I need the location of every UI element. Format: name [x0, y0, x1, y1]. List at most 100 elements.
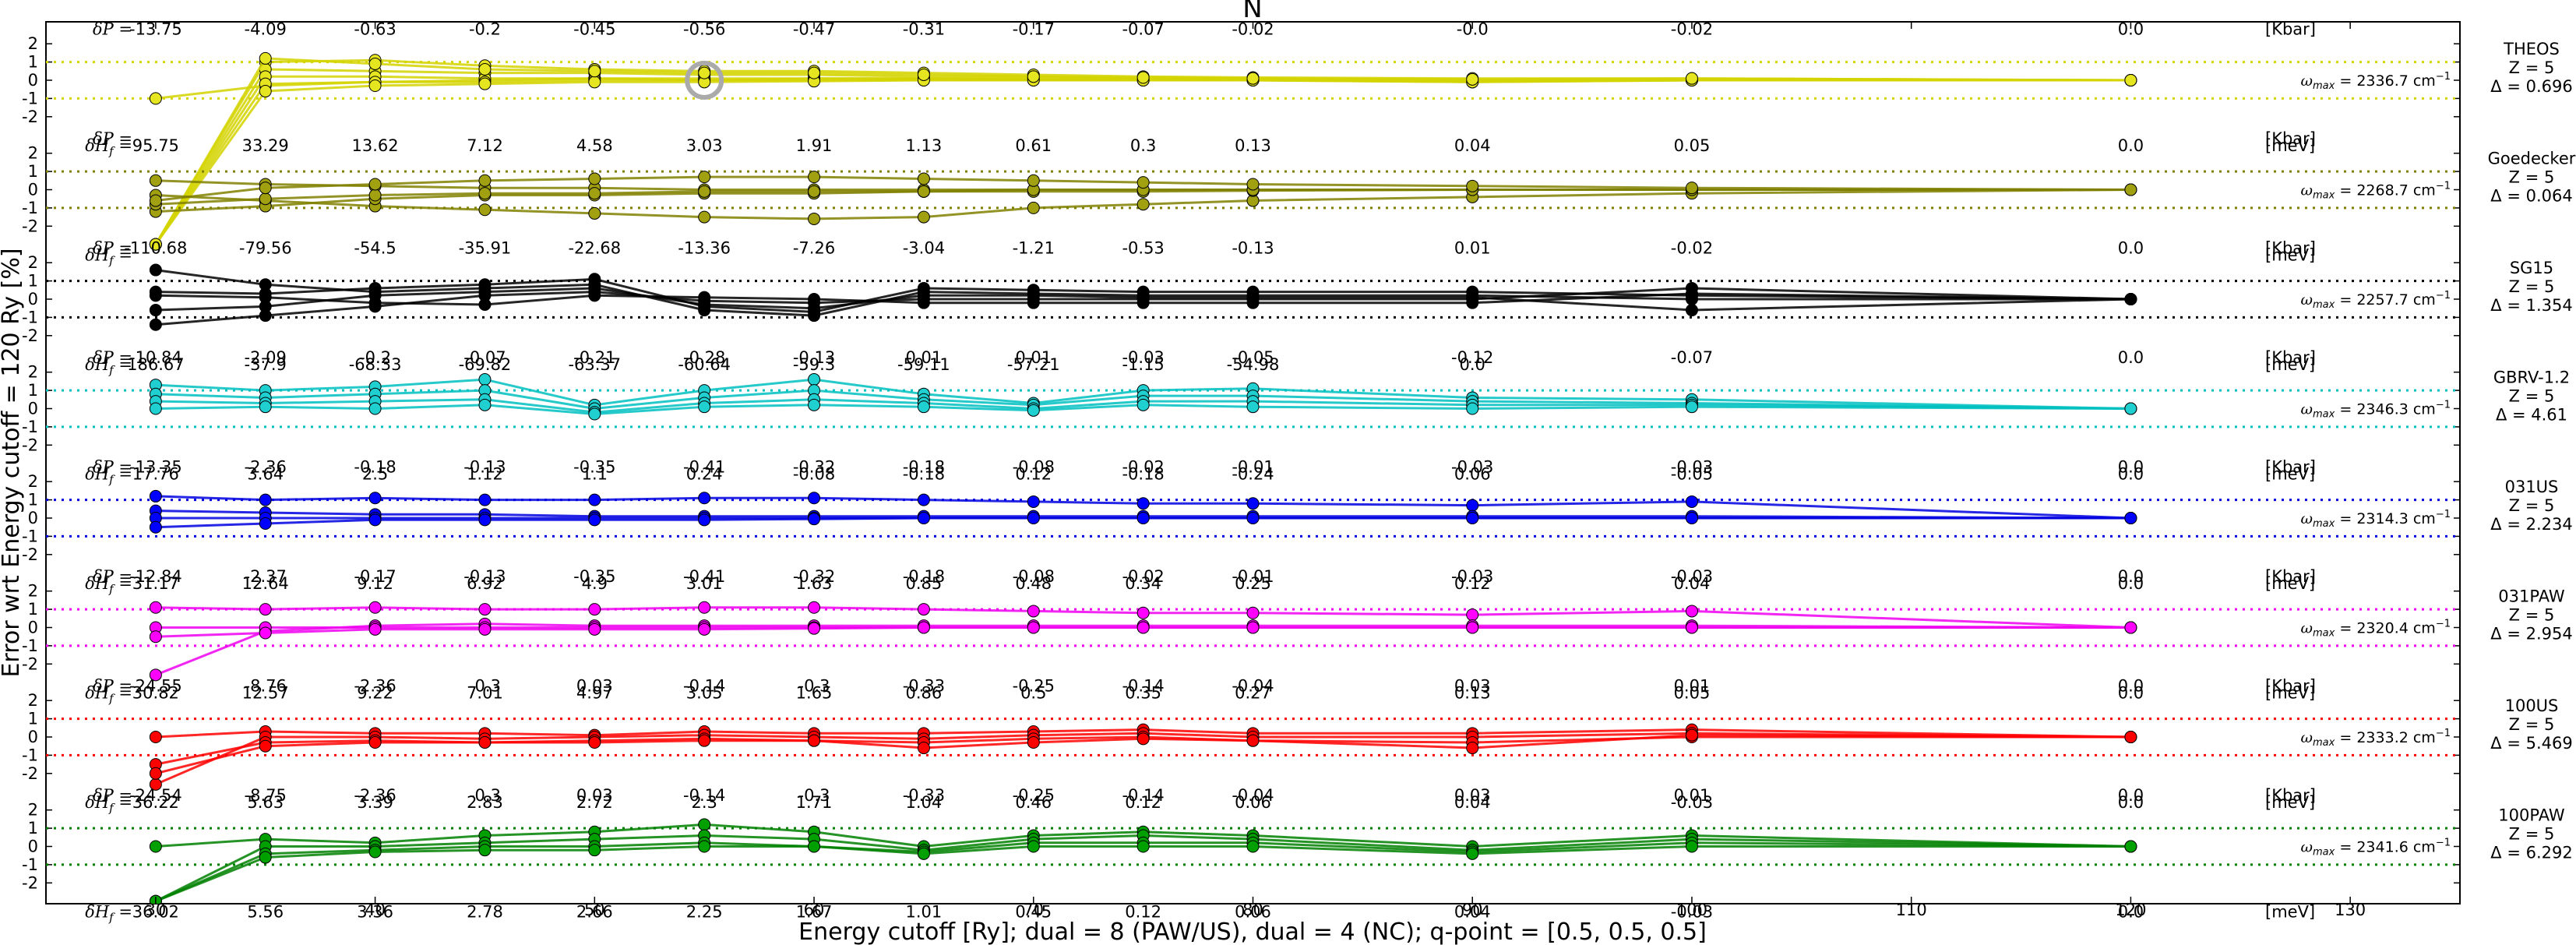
series-line — [155, 735, 2131, 766]
dp-value: -0.14 — [683, 676, 725, 695]
y-tick-label: 2 — [28, 691, 38, 710]
data-point — [1136, 621, 1150, 634]
data-point — [259, 603, 272, 616]
dh-value: 0.86 — [906, 684, 943, 703]
pseudo-name: GBRV-1.2 — [2493, 368, 2570, 387]
data-point — [149, 402, 162, 415]
dh-value: 5.63 — [247, 793, 284, 812]
data-point — [808, 212, 821, 225]
series-group — [149, 723, 2137, 791]
y-tick-label: 2 — [28, 582, 38, 601]
pseudo-delta: Δ = 5.469 — [2490, 734, 2572, 753]
dh-value: 0.85 — [906, 574, 943, 593]
dh-value: 0.12 — [1125, 793, 1161, 812]
dh-unit: [meV] — [2265, 574, 2315, 593]
data-point — [1027, 621, 1040, 634]
pseudo-name: THEOS — [2503, 40, 2560, 58]
dh-value: 0.0 — [1460, 355, 1485, 374]
data-point — [259, 309, 272, 323]
dp-value: -3.04 — [903, 238, 945, 257]
dh-value: 3.39 — [357, 793, 393, 812]
data-point — [1246, 621, 1260, 634]
dp-value: -10.84 — [129, 348, 182, 367]
dh-value: 4.97 — [576, 684, 613, 703]
series-line — [155, 626, 2131, 638]
dh-unit: [meV] — [2265, 136, 2315, 155]
dp-value: -0.25 — [1013, 786, 1055, 805]
omega-max-label: ωmax = 2336.7 cm−1 — [2301, 71, 2451, 92]
dh-value: 0.13 — [1454, 684, 1491, 703]
dh-value: -59.3 — [793, 355, 835, 374]
omega-max-label: ωmax = 2333.2 cm−1 — [2301, 728, 2451, 749]
dp-value: 0.01 — [1454, 238, 1491, 257]
dh-value: 3.05 — [686, 684, 723, 703]
dh-value: 0.3 — [1130, 136, 1156, 155]
data-point — [1027, 70, 1040, 83]
dh-value: 1.71 — [796, 793, 833, 812]
data-point — [588, 172, 601, 185]
data-point — [478, 278, 492, 291]
pseudo-z: Z = 5 — [2509, 168, 2555, 187]
data-point — [478, 493, 492, 506]
dp-value: -0.2 — [359, 348, 391, 367]
x-tick-label: 110 — [1896, 901, 1927, 919]
dp-value: -110.68 — [124, 238, 187, 257]
dh-value: 0.45 — [1015, 903, 1052, 922]
dh-symbol: δHf = — [85, 246, 132, 268]
dp-value: -1.21 — [1013, 238, 1055, 257]
data-point — [1136, 840, 1150, 853]
x-tick-label: 30 — [145, 901, 166, 919]
data-point — [1027, 296, 1040, 309]
dh-value: 0.34 — [1125, 574, 1161, 593]
series-group — [149, 373, 2137, 421]
data-point — [368, 57, 382, 70]
dp-value: -0.03 — [1451, 567, 1493, 586]
dh-value: 0.48 — [1015, 574, 1052, 593]
dh-value: 1.13 — [906, 136, 943, 155]
dh-value: 0.25 — [1235, 574, 1271, 593]
dh-value: 4.58 — [576, 136, 613, 155]
dp-value: -54.5 — [354, 238, 396, 257]
data-point — [808, 601, 821, 614]
pseudo-z: Z = 5 — [2509, 387, 2555, 406]
dh-value: 1.1 — [582, 465, 608, 484]
data-point — [588, 736, 601, 749]
data-point — [1136, 512, 1150, 524]
dp-value: -0.17 — [354, 567, 396, 586]
panels: 210-1-2δP =-13.75 -4.09 -0.63 -0.2 -0.45 -0.5… — [22, 19, 2576, 924]
x-tick-label: 40 — [365, 901, 386, 919]
data-point — [1246, 840, 1260, 853]
dh-value: 17.76 — [132, 465, 179, 484]
dh-value: 7.12 — [467, 136, 503, 155]
pseudo-delta: Δ = 4.61 — [2496, 406, 2567, 425]
dh-value: 2.83 — [467, 793, 503, 812]
data-point — [698, 622, 711, 636]
y-tick-label: -1 — [22, 89, 38, 108]
series-line — [155, 728, 2131, 739]
data-point — [478, 174, 492, 187]
data-point — [808, 293, 821, 305]
dh-value: 0.06 — [1454, 465, 1491, 484]
dh-value: 2.3 — [691, 793, 717, 812]
data-point — [368, 601, 382, 614]
data-point — [368, 79, 382, 93]
dp-symbol: δP = — [93, 348, 132, 367]
y-tick-label: -2 — [22, 654, 38, 673]
dp-value: -0.18 — [354, 457, 396, 476]
data-point — [917, 210, 930, 224]
dp-value: 0.03 — [1454, 786, 1491, 805]
dh-value: 0.0 — [2118, 465, 2144, 484]
data-point — [808, 513, 821, 526]
dh-unit: [meV] — [2265, 355, 2315, 374]
data-point — [1466, 621, 1479, 634]
dh-value: -0.24 — [1232, 465, 1274, 484]
dh-value: 0.06 — [1235, 903, 1271, 922]
data-point — [698, 171, 711, 184]
data-point — [1136, 296, 1150, 309]
series-line — [155, 734, 2131, 775]
data-point — [368, 492, 382, 505]
data-point — [368, 845, 382, 859]
data-point — [478, 513, 492, 527]
dp-value: -0.07 — [1122, 19, 1164, 38]
